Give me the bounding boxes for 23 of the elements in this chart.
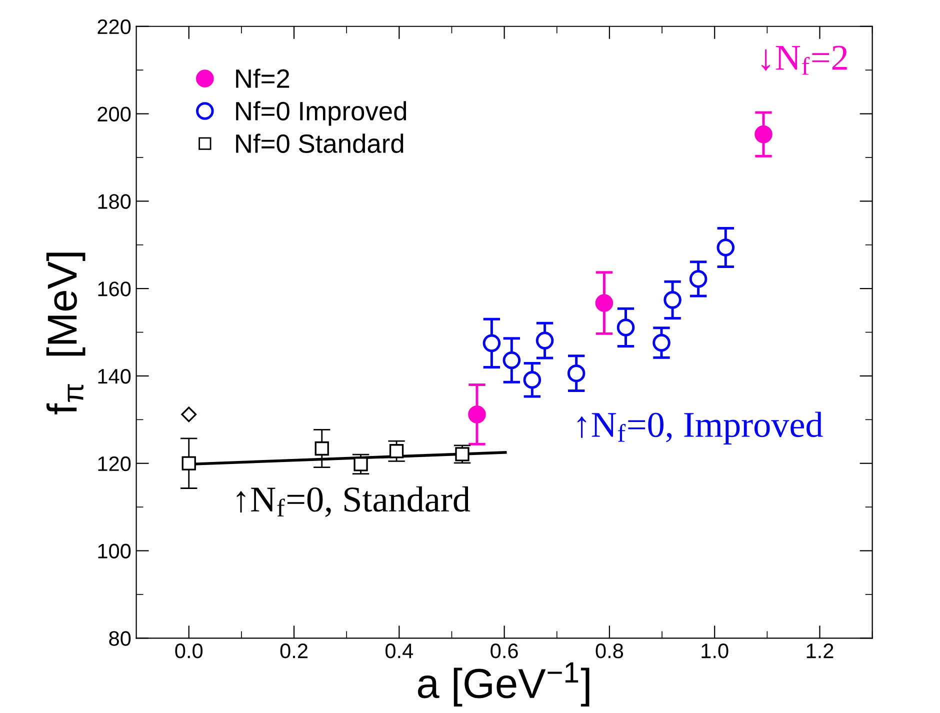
annotation: ↓N$_{f}$=2 <box>762 46 847 75</box>
y-tick-label: 120 <box>98 456 131 472</box>
y-tick-label: 180 <box>98 194 131 209</box>
y-tick-label: 140 <box>98 368 131 384</box>
legend-label: Nf=2 <box>236 68 290 88</box>
y-tick-label: 100 <box>98 544 131 558</box>
x-tick-label: 0.8 <box>596 644 624 658</box>
y-tick-label: 80 <box>109 631 131 646</box>
y-axis-title: f$_{π}$ [MeV] <box>46 252 86 414</box>
annotation: ↑N$_{f}$=0, Standard <box>236 486 470 517</box>
x-tick-label: 1.0 <box>702 644 728 658</box>
legend-label: Nf=0 Standard <box>236 134 404 154</box>
legend-label: Nf=0 Improved <box>236 101 406 126</box>
y-tick-label: 220 <box>98 19 131 34</box>
x-tick-label: 1.2 <box>806 644 834 658</box>
x-tick-label: 0.2 <box>280 644 308 658</box>
y-tick-label: 160 <box>98 282 131 296</box>
x-axis-title: a [GeV$^{−1}$] <box>418 662 590 707</box>
annotation: ↑N$_{f}$=0, Improved <box>578 412 823 444</box>
x-tick-label: 0.4 <box>386 644 414 658</box>
y-tick-label: 200 <box>98 106 131 122</box>
x-tick-label: 0.0 <box>175 644 203 658</box>
x-tick-label: 0.6 <box>490 644 518 658</box>
